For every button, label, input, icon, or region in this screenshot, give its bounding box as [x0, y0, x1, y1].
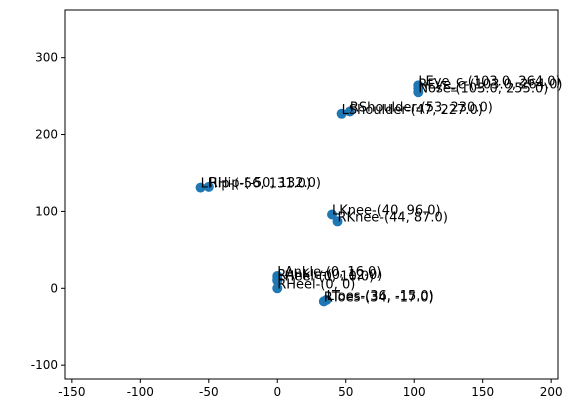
- y-tick-label: 0: [50, 281, 58, 295]
- y-tick-label: -100: [31, 358, 58, 372]
- point-label: RHip-(-50, 132.0): [209, 176, 321, 191]
- y-tick-label: 200: [35, 128, 58, 142]
- x-tick-label: 100: [403, 385, 426, 399]
- point-label: LShoulder-(47, 227.0): [342, 103, 483, 118]
- data-point: [318, 296, 329, 307]
- y-axis: -100 0 100 200 300: [31, 51, 65, 372]
- data-point: [203, 181, 214, 192]
- x-tick-label: -100: [127, 385, 154, 399]
- point-label: LKnee-(40, 96.0): [332, 203, 441, 218]
- data-point: [344, 106, 355, 117]
- point-label: LEye_c-(103.0, 264.0): [418, 74, 560, 89]
- x-axis: -150 -100 -50 0 50 100 150 200: [58, 379, 563, 399]
- y-tick-label: 100: [35, 204, 58, 218]
- x-tick-label: 200: [540, 385, 563, 399]
- data-point: [332, 216, 343, 227]
- x-tick-label: -50: [199, 385, 219, 399]
- point-label: RToes-(34, -17.0): [324, 290, 434, 305]
- point-labels: LEye_c-(103.0, 264.0)REye_c-(103.0, 264.…: [201, 74, 563, 305]
- point-label: LAnkle-(0, 16.0): [277, 265, 381, 280]
- plot-area: [64, 9, 559, 380]
- data-points: [195, 80, 424, 307]
- point-label: RAnkle-(0, 12.0): [277, 268, 382, 283]
- point-label: RShoulder-(53, 230.0): [350, 100, 493, 115]
- point-label: REye_c-(103.0, 264.0): [418, 77, 562, 92]
- data-point: [195, 182, 206, 193]
- x-tick-label: 50: [338, 385, 353, 399]
- y-tick-label: 300: [35, 51, 58, 65]
- data-point: [327, 209, 338, 220]
- point-label: LToes-(36, -15.0): [327, 289, 434, 304]
- data-point: [272, 275, 283, 286]
- x-tick-label: 150: [471, 385, 494, 399]
- data-point: [413, 87, 424, 98]
- data-point: [272, 283, 283, 294]
- data-point: [336, 108, 347, 119]
- point-label: LHeel-(0, 10.0): [277, 270, 374, 285]
- point-label: RKnee-(44, 87.0): [338, 210, 448, 225]
- x-tick-label: -150: [58, 385, 85, 399]
- point-label: RHeel-(0, 0): [277, 277, 355, 292]
- point-label: LHip-(-56, 131.0): [201, 177, 311, 192]
- point-label: Nose-(103.0, 255.0): [418, 81, 548, 96]
- x-tick-label: 0: [273, 385, 281, 399]
